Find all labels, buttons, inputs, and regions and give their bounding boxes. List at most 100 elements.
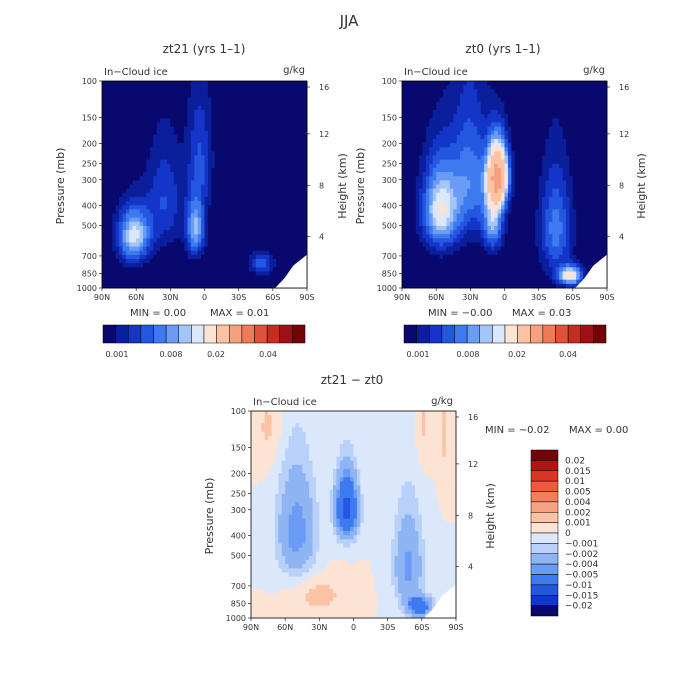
- contour-cell: [184, 118, 188, 123]
- contour-cell: [252, 217, 257, 223]
- contour-cell: [303, 167, 308, 173]
- contour-cell: [194, 263, 199, 268]
- contour-cell: [252, 205, 257, 210]
- contour-cell: [603, 118, 608, 123]
- contour-cell: [252, 101, 257, 107]
- contour-cell: [511, 180, 516, 185]
- contour-cell: [535, 126, 540, 132]
- contour-cell: [283, 155, 287, 161]
- contour-cell: [180, 118, 185, 123]
- contour-cell: [494, 114, 499, 119]
- contour-cell: [129, 151, 134, 156]
- contour-cell: [408, 205, 413, 210]
- contour-cell: [108, 122, 113, 127]
- contour-cell: [129, 134, 134, 140]
- contour-cell: [600, 105, 604, 111]
- contour-cell: [153, 134, 158, 140]
- contour-cell: [446, 134, 451, 140]
- contour-cell: [190, 275, 195, 281]
- contour-cell: [300, 192, 304, 198]
- contour-cell: [112, 254, 117, 260]
- contour-cell: [466, 93, 471, 98]
- contour-cell: [272, 238, 277, 243]
- contour-cell: [204, 188, 209, 194]
- contour-cell: [473, 188, 478, 194]
- contour-cell: [125, 275, 130, 281]
- contour-cell: [177, 109, 181, 115]
- contour-cell: [242, 143, 246, 148]
- contour-cell: [511, 114, 516, 119]
- contour-cell: [105, 93, 110, 98]
- contour-cell: [525, 138, 529, 144]
- contour-cell: [143, 188, 147, 194]
- contour-cell: [415, 180, 420, 185]
- contour-cell: [542, 114, 546, 119]
- contour-cell: [562, 209, 567, 214]
- contour-cell: [555, 122, 560, 127]
- contour-cell: [494, 101, 499, 107]
- contour-cell: [419, 81, 423, 86]
- contour-cell: [415, 118, 420, 123]
- contour-cell: [460, 138, 464, 144]
- contour-cell: [286, 180, 291, 185]
- contour-cell: [453, 159, 458, 165]
- contour-cell: [252, 109, 257, 115]
- contour-cell: [569, 184, 574, 190]
- contour-cell: [521, 167, 526, 173]
- contour-cell: [436, 109, 440, 115]
- contour-cell: [405, 134, 410, 140]
- contour-cell: [177, 250, 181, 256]
- contour-cell: [184, 234, 188, 239]
- contour-cell: [122, 130, 127, 136]
- contour-cell: [119, 97, 123, 103]
- contour-cell: [238, 184, 243, 190]
- contour-cell: [211, 263, 216, 268]
- contour-cell: [579, 126, 584, 132]
- contour-cell: [443, 201, 447, 206]
- contour-cell: [415, 201, 420, 206]
- contour-cell: [460, 93, 464, 98]
- contour-cell: [170, 109, 175, 115]
- contour-cell: [207, 283, 212, 289]
- contour-cell: [432, 134, 437, 140]
- contour-cell: [242, 163, 246, 169]
- contour-cell: [197, 85, 202, 90]
- contour-cell: [136, 85, 140, 90]
- contour-cell: [125, 242, 130, 247]
- contour-cell: [296, 188, 301, 194]
- contour-cell: [259, 143, 263, 148]
- contour-cell: [177, 188, 181, 194]
- contour-cell: [242, 167, 246, 173]
- contour-cell: [439, 89, 444, 94]
- contour-cell: [105, 267, 110, 272]
- contour-cell: [119, 188, 123, 194]
- contour-cell: [129, 246, 134, 252]
- contour-cell: [579, 163, 584, 169]
- contour-cell: [603, 159, 608, 165]
- contour-cell: [245, 97, 250, 103]
- contour-cell: [511, 201, 516, 206]
- contour-cell: [490, 122, 495, 127]
- contour-cell: [108, 250, 113, 256]
- contour-cell: [296, 155, 301, 161]
- contour-cell: [466, 126, 471, 132]
- contour-cell: [538, 122, 543, 127]
- contour-cell: [473, 109, 478, 115]
- contour-cell: [153, 279, 158, 285]
- contour-cell: [245, 205, 250, 210]
- contour-cell: [600, 192, 604, 198]
- contour-cell: [425, 167, 430, 173]
- contour-cell: [283, 97, 287, 103]
- contour-cell: [303, 151, 308, 156]
- contour-cell: [276, 217, 281, 223]
- contour-cell: [559, 109, 563, 115]
- contour-cell: [443, 114, 447, 119]
- contour-cell: [132, 234, 137, 239]
- contour-cell: [160, 93, 164, 98]
- contour-cell: [487, 101, 492, 107]
- contour-cell: [204, 184, 209, 190]
- contour-cell: [293, 147, 298, 152]
- contour-cell: [105, 114, 110, 119]
- contour-cell: [207, 134, 212, 140]
- contour-cell: [266, 101, 270, 107]
